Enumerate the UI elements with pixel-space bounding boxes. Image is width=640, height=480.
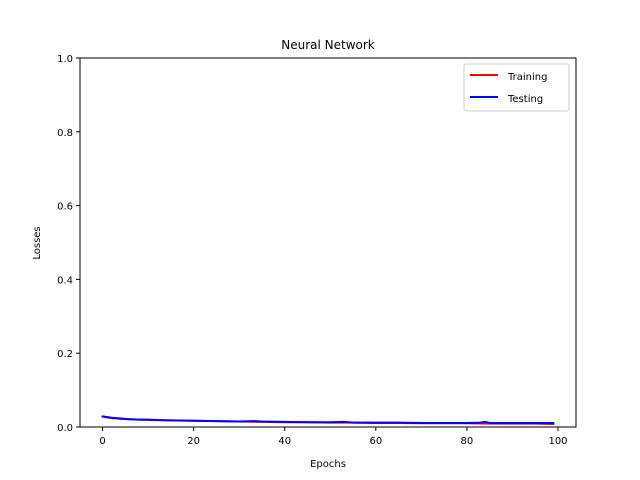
x-axis-label: Epochs — [310, 459, 346, 470]
x-tick-label: 0 — [99, 436, 105, 447]
plot-frame — [79, 57, 577, 428]
legend: Training Testing — [463, 63, 570, 112]
x-tick-label: 80 — [461, 436, 474, 447]
plot-lines — [101, 415, 555, 426]
y-tick-label: 0.4 — [57, 275, 73, 286]
y-tick-label: 0.6 — [57, 202, 73, 213]
y-tick-label: 0.2 — [57, 349, 73, 360]
y-tick-label: 0.8 — [57, 128, 73, 139]
y-axis-label: Losses — [32, 226, 43, 259]
y-tick-label: 0.0 — [57, 423, 73, 434]
series-line-testing — [101, 415, 555, 424]
y-axis-ticks: 0.0 0.2 0.4 0.6 0.8 1.0 — [57, 54, 80, 434]
legend-label-testing: Testing — [507, 94, 543, 105]
x-tick-label: 20 — [187, 436, 200, 447]
legend-label-training: Training — [507, 72, 547, 83]
x-tick-label: 40 — [278, 436, 291, 447]
x-axis-ticks: 0 20 40 60 80 100 — [99, 427, 568, 447]
x-tick-label: 100 — [548, 436, 567, 447]
y-tick-label: 1.0 — [57, 54, 73, 65]
x-tick-label: 60 — [369, 436, 382, 447]
chart-title: Neural Network — [281, 38, 375, 52]
